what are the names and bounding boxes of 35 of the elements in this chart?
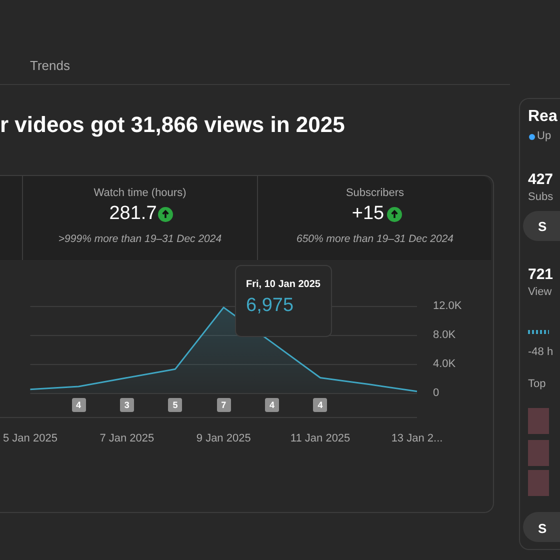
x-tick-label: 13 Jan 2...: [391, 432, 443, 444]
text: 4: [72, 398, 86, 412]
text: Trends: [30, 58, 70, 73]
text: Top: [528, 378, 546, 390]
text: 5: [168, 398, 182, 412]
y-tick-label: 8.0K: [433, 329, 456, 341]
text: 427: [528, 171, 554, 188]
text: Up: [537, 130, 552, 142]
text: >999% more than 19–31 Dec 2024: [58, 233, 222, 245]
y-tick-label: 12.0K: [433, 300, 462, 312]
text: 4: [313, 398, 328, 412]
text: 721: [528, 266, 554, 283]
text: 650% more than 19–31 Dec 2024: [296, 233, 454, 245]
y-tick-label: 0: [433, 387, 440, 399]
text: View: [528, 286, 552, 298]
text: Fri, 10 Jan 2025: [246, 279, 320, 290]
text: S: [538, 219, 547, 234]
text: Watch time (hours): [94, 187, 186, 199]
y-tick-label: 4.0K: [433, 358, 456, 370]
text: 4: [264, 398, 279, 412]
text: 7: [216, 398, 231, 412]
text: 281.7: [109, 203, 157, 225]
text: 3: [120, 398, 134, 412]
x-tick-label: 11 Jan 2025: [290, 432, 350, 444]
annotation: 6,975: [246, 295, 294, 317]
text: Subscribers: [346, 187, 404, 199]
chart-title: r videos got 31,866 views in 2025: [0, 112, 345, 138]
text: Subs: [528, 191, 554, 203]
text: Rea: [528, 108, 558, 126]
x-tick-label: 7 Jan 2025: [100, 432, 154, 444]
x-tick-label: 9 Jan 2025: [196, 432, 251, 444]
x-tick-label: 5 Jan 2025: [3, 432, 58, 444]
text: +15: [352, 203, 384, 225]
text: S: [538, 521, 547, 536]
text: -48 h: [528, 346, 554, 358]
